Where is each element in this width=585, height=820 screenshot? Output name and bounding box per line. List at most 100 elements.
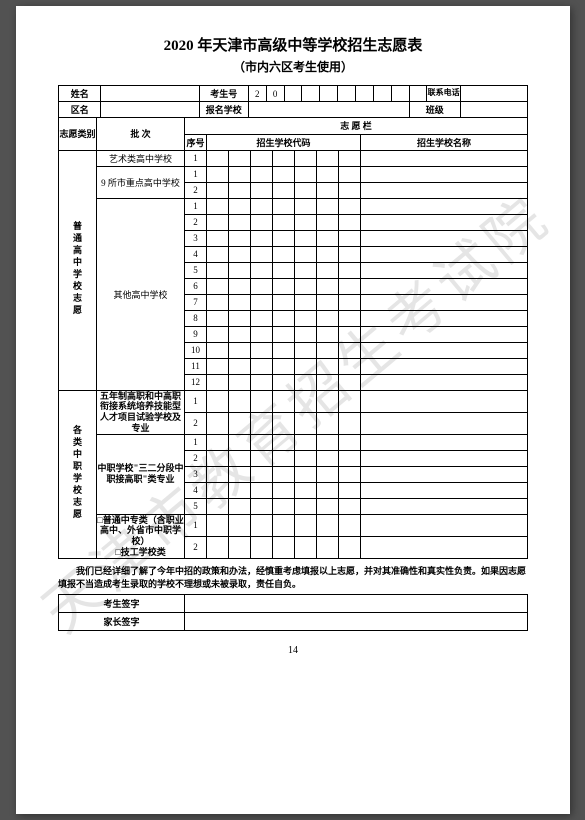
code-cell[interactable] <box>295 450 317 466</box>
code-cell[interactable] <box>295 198 317 214</box>
code-cell[interactable] <box>207 374 229 390</box>
code-cell[interactable] <box>295 310 317 326</box>
code-cell[interactable] <box>339 536 361 558</box>
code-cell[interactable] <box>317 434 339 450</box>
code-cell[interactable] <box>273 166 295 182</box>
schoolname-cell[interactable] <box>361 358 528 374</box>
code-cell[interactable] <box>339 246 361 262</box>
code-cell[interactable] <box>295 246 317 262</box>
code-cell[interactable] <box>317 342 339 358</box>
code-cell[interactable] <box>273 326 295 342</box>
code-cell[interactable] <box>273 536 295 558</box>
code-cell[interactable] <box>251 230 273 246</box>
examno-d0[interactable]: 2 <box>248 86 266 102</box>
code-cell[interactable] <box>207 326 229 342</box>
code-cell[interactable] <box>295 434 317 450</box>
code-cell[interactable] <box>207 198 229 214</box>
code-cell[interactable] <box>273 466 295 482</box>
schoolname-cell[interactable] <box>361 150 528 166</box>
code-cell[interactable] <box>251 536 273 558</box>
code-cell[interactable] <box>317 412 339 434</box>
examno-d9[interactable] <box>409 86 427 102</box>
code-cell[interactable] <box>229 450 251 466</box>
code-cell[interactable] <box>207 278 229 294</box>
code-cell[interactable] <box>229 294 251 310</box>
examno-d8[interactable] <box>391 86 409 102</box>
code-cell[interactable] <box>339 498 361 514</box>
code-cell[interactable] <box>295 214 317 230</box>
code-cell[interactable] <box>251 310 273 326</box>
code-cell[interactable] <box>251 198 273 214</box>
schoolname-cell[interactable] <box>361 278 528 294</box>
code-cell[interactable] <box>295 150 317 166</box>
code-cell[interactable] <box>207 358 229 374</box>
code-cell[interactable] <box>251 498 273 514</box>
schoolname-cell[interactable] <box>361 450 528 466</box>
schoolname-cell[interactable] <box>361 374 528 390</box>
schoolname-cell[interactable] <box>361 198 528 214</box>
code-cell[interactable] <box>207 434 229 450</box>
code-cell[interactable] <box>339 434 361 450</box>
schoolname-cell[interactable] <box>361 482 528 498</box>
code-cell[interactable] <box>339 278 361 294</box>
code-cell[interactable] <box>317 374 339 390</box>
code-cell[interactable] <box>207 214 229 230</box>
code-cell[interactable] <box>295 230 317 246</box>
school-field[interactable] <box>248 102 409 118</box>
code-cell[interactable] <box>207 246 229 262</box>
code-cell[interactable] <box>251 412 273 434</box>
code-cell[interactable] <box>273 412 295 434</box>
code-cell[interactable] <box>229 412 251 434</box>
code-cell[interactable] <box>229 342 251 358</box>
code-cell[interactable] <box>251 294 273 310</box>
code-cell[interactable] <box>273 150 295 166</box>
schoolname-cell[interactable] <box>361 412 528 434</box>
code-cell[interactable] <box>317 450 339 466</box>
code-cell[interactable] <box>207 342 229 358</box>
code-cell[interactable] <box>317 214 339 230</box>
code-cell[interactable] <box>273 482 295 498</box>
code-cell[interactable] <box>273 450 295 466</box>
code-cell[interactable] <box>251 374 273 390</box>
code-cell[interactable] <box>317 498 339 514</box>
schoolname-cell[interactable] <box>361 342 528 358</box>
code-cell[interactable] <box>273 294 295 310</box>
code-cell[interactable] <box>229 246 251 262</box>
code-cell[interactable] <box>229 358 251 374</box>
code-cell[interactable] <box>273 434 295 450</box>
code-cell[interactable] <box>251 182 273 198</box>
schoolname-cell[interactable] <box>361 166 528 182</box>
code-cell[interactable] <box>207 230 229 246</box>
code-cell[interactable] <box>207 150 229 166</box>
code-cell[interactable] <box>251 262 273 278</box>
code-cell[interactable] <box>229 230 251 246</box>
code-cell[interactable] <box>251 246 273 262</box>
code-cell[interactable] <box>273 262 295 278</box>
code-cell[interactable] <box>295 342 317 358</box>
code-cell[interactable] <box>295 182 317 198</box>
code-cell[interactable] <box>339 358 361 374</box>
code-cell[interactable] <box>295 412 317 434</box>
code-cell[interactable] <box>317 166 339 182</box>
code-cell[interactable] <box>339 390 361 412</box>
code-cell[interactable] <box>273 374 295 390</box>
code-cell[interactable] <box>273 498 295 514</box>
schoolname-cell[interactable] <box>361 390 528 412</box>
code-cell[interactable] <box>207 182 229 198</box>
code-cell[interactable] <box>229 182 251 198</box>
code-cell[interactable] <box>317 150 339 166</box>
phone-field[interactable] <box>460 86 527 102</box>
code-cell[interactable] <box>229 482 251 498</box>
code-cell[interactable] <box>295 536 317 558</box>
code-cell[interactable] <box>339 294 361 310</box>
code-cell[interactable] <box>207 412 229 434</box>
code-cell[interactable] <box>339 450 361 466</box>
parent-sign-field[interactable] <box>185 612 528 630</box>
code-cell[interactable] <box>229 466 251 482</box>
code-cell[interactable] <box>251 514 273 536</box>
code-cell[interactable] <box>339 326 361 342</box>
code-cell[interactable] <box>251 326 273 342</box>
code-cell[interactable] <box>273 278 295 294</box>
code-cell[interactable] <box>317 358 339 374</box>
code-cell[interactable] <box>317 294 339 310</box>
